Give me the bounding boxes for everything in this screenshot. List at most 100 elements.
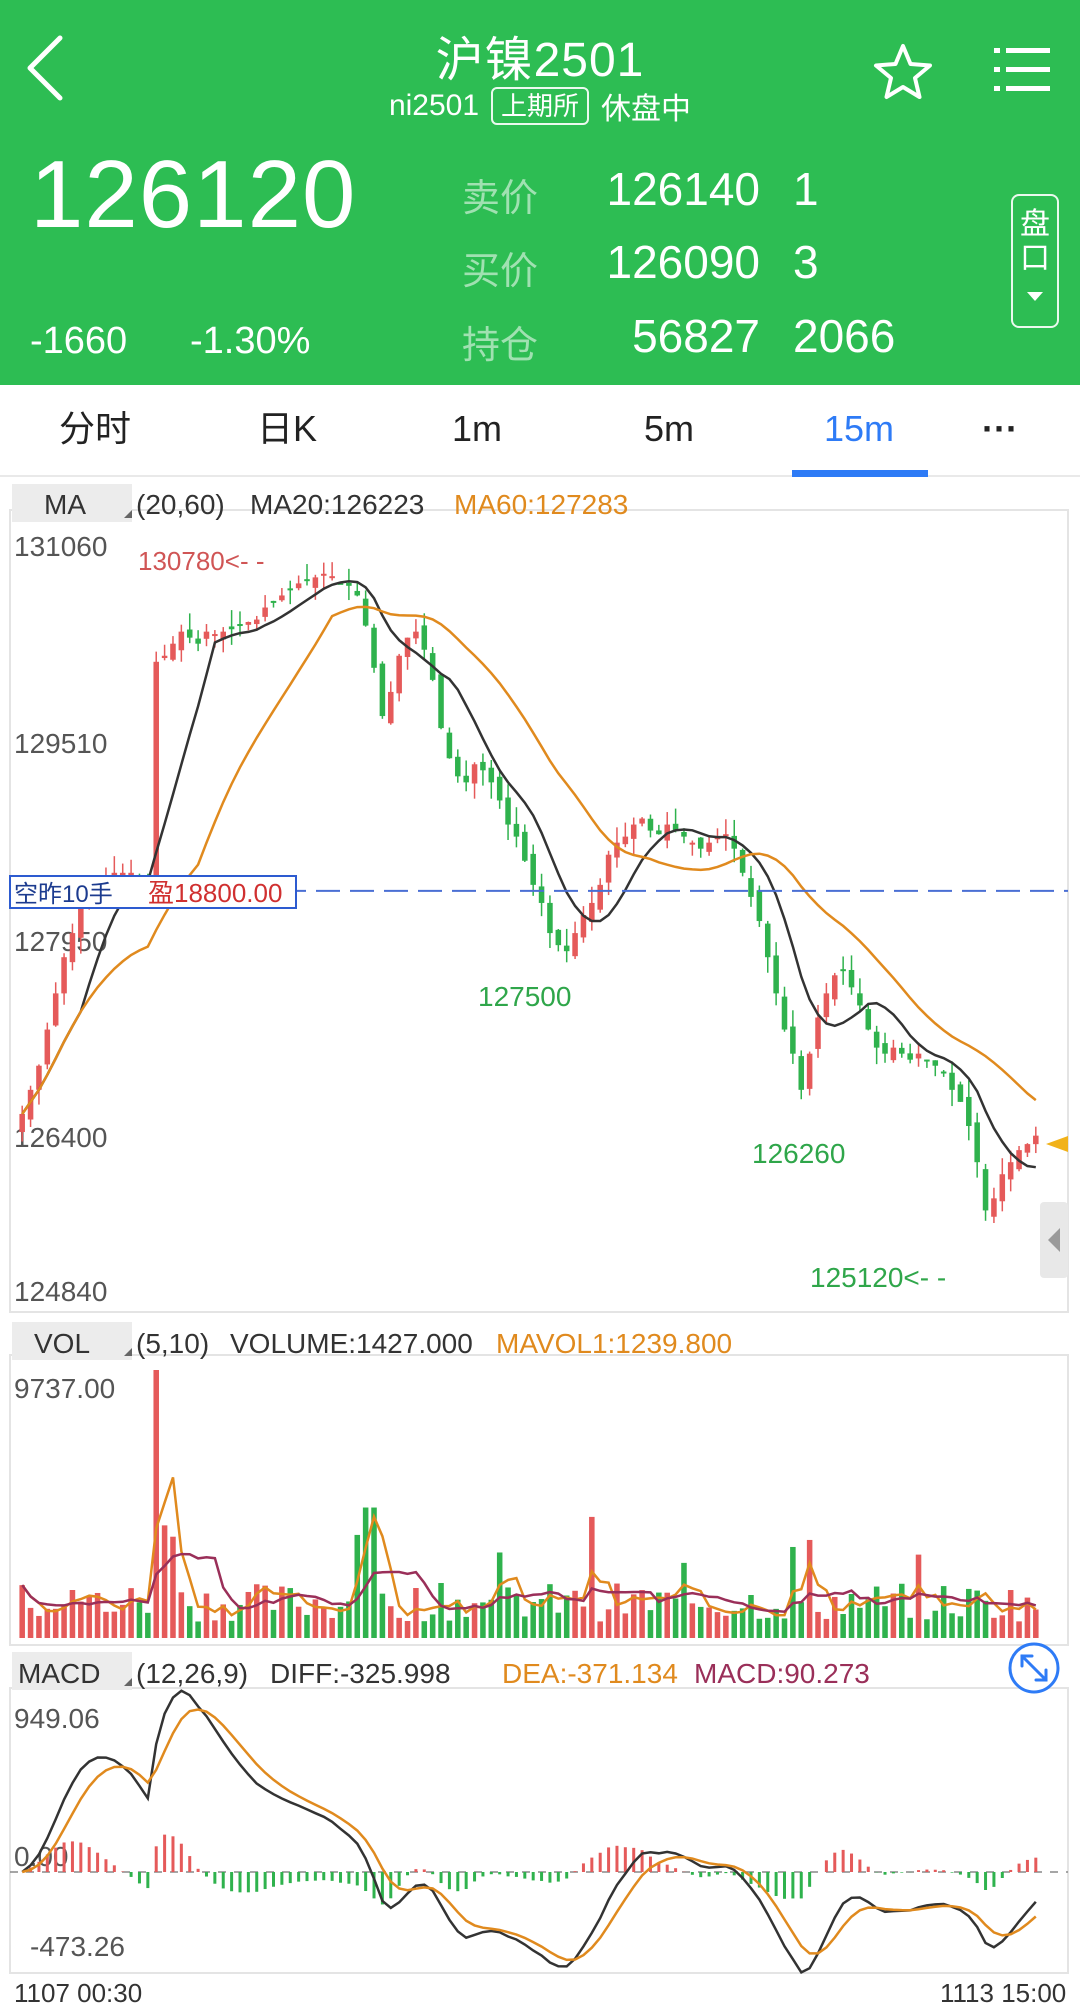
volume-bar — [522, 1616, 528, 1638]
volume-bar — [94, 1592, 101, 1638]
volume-bar — [1007, 1590, 1014, 1638]
price-axis-label-3: 127950 — [14, 926, 107, 957]
candle-body — [463, 775, 469, 783]
candle-body — [932, 1060, 939, 1066]
volume-bar — [480, 1602, 486, 1638]
expand-icon — [1020, 1654, 1048, 1682]
candle-body — [212, 634, 218, 637]
candle-body — [304, 579, 310, 582]
volume-bar — [773, 1608, 779, 1638]
volume-bar — [279, 1586, 285, 1638]
price-axis-label-top: 131060 — [14, 531, 107, 562]
ma-indicator-button[interactable] — [12, 484, 132, 522]
ma20-readout: MA20:126223 — [250, 489, 424, 520]
volume-bar — [899, 1583, 905, 1638]
ma20-line — [21, 580, 1036, 1169]
tab-1m[interactable]: 1m — [451, 408, 502, 449]
candle-body — [19, 1113, 25, 1133]
candle-body — [873, 1031, 880, 1048]
tab-5m[interactable]: 5m — [643, 408, 694, 449]
candle-body — [320, 573, 327, 576]
vol-params: (5,10) — [136, 1328, 209, 1359]
macd-axis-zero: 0.00 — [14, 1841, 69, 1872]
candle-body — [915, 1053, 922, 1059]
candle-body — [697, 837, 704, 849]
volume-bar — [170, 1536, 176, 1638]
candle-body — [413, 631, 419, 639]
volume-bar — [622, 1613, 629, 1638]
macd-params: (12,26,9) — [136, 1658, 248, 1689]
volume-bar — [1033, 1609, 1039, 1638]
buy-price-label: 买价 — [462, 251, 539, 293]
candle-body — [195, 638, 201, 644]
candle-body — [689, 842, 696, 845]
contract-code: ni2501 — [388, 89, 480, 122]
candle-body — [597, 884, 603, 910]
volume-bar — [991, 1617, 997, 1638]
candle-body — [396, 655, 402, 694]
candle-body — [295, 583, 302, 589]
candle-body — [647, 818, 654, 831]
sell-price-label: 卖价 — [462, 178, 539, 220]
time-axis-end: 1113 15:00 — [940, 1978, 1066, 2008]
candle-body — [78, 908, 84, 938]
volume-bar — [203, 1593, 210, 1638]
current-price-marker — [1046, 1136, 1068, 1152]
volume-bar — [413, 1588, 419, 1638]
volume-bar — [513, 1594, 520, 1638]
volume-bar — [848, 1594, 855, 1638]
volume-bar — [354, 1534, 361, 1638]
quote-header: 沪镍2501 ni2501 上期所 休盘中 126120 -1660 -1.30… — [0, 0, 1080, 385]
volume-readout: VOLUME:1427.000 — [230, 1328, 473, 1359]
volume-bar — [78, 1601, 84, 1638]
favorite-button[interactable] — [870, 40, 936, 106]
menu-icon — [994, 48, 1050, 91]
candle-body — [999, 1174, 1006, 1202]
vol-indicator-button[interactable] — [12, 1322, 132, 1360]
last-price: 126120 — [30, 141, 357, 248]
volume-bar — [19, 1585, 25, 1638]
tab-intraday[interactable]: 分时 — [58, 408, 131, 449]
price-axis-label-bottom: 124840 — [14, 1276, 107, 1307]
macd-layer — [21, 1689, 1038, 1975]
candle-body — [882, 1043, 888, 1054]
candle-body — [505, 797, 511, 825]
caret-left-icon — [1048, 1228, 1060, 1252]
volume-axis-max: 9737.00 — [14, 1373, 115, 1404]
candle-body — [890, 1047, 897, 1061]
position-info-box[interactable] — [9, 875, 297, 909]
period-tabs: 分时 日K 1m 5m 15m ··· — [0, 385, 1080, 477]
volume-bar — [563, 1595, 570, 1638]
volume-bar — [974, 1590, 980, 1638]
candle-body — [831, 975, 838, 1000]
vol-indicator-label: VOL — [34, 1328, 90, 1359]
candle-body — [1033, 1135, 1039, 1145]
order-book-toggle[interactable]: 盘口 — [1011, 194, 1059, 328]
chart-area[interactable]: MA (20,60) MA20:126223 MA60:127283 13106… — [0, 477, 1080, 2016]
dea-readout: DEA:-371.134 — [502, 1658, 678, 1689]
volume-bar — [153, 1370, 159, 1638]
volume-bar — [672, 1598, 679, 1638]
volume-bar — [388, 1606, 394, 1638]
candle-body — [161, 655, 168, 659]
tab-daily-k[interactable]: 日K — [256, 408, 317, 449]
macd-axis-min: -473.26 — [30, 1931, 125, 1962]
candle-body — [279, 595, 285, 601]
fullscreen-button[interactable] — [1008, 1642, 1060, 1694]
candle-body — [237, 624, 243, 627]
volume-bar — [463, 1616, 469, 1638]
volume-bar — [396, 1617, 402, 1638]
volume-bar — [538, 1599, 545, 1638]
macd-indicator-button[interactable] — [12, 1652, 132, 1690]
candle-body — [513, 823, 520, 837]
candle-body — [36, 1065, 42, 1090]
menu-button[interactable] — [990, 40, 1054, 100]
tab-more[interactable]: ··· — [982, 408, 1018, 449]
candle-body — [220, 631, 227, 640]
back-button[interactable] — [18, 28, 88, 108]
tab-15m[interactable]: 15m — [823, 408, 895, 449]
ma60-line — [21, 605, 1037, 1115]
volume-bar — [823, 1618, 830, 1638]
candle-body — [27, 1089, 34, 1120]
volume-bars-layer — [19, 1370, 1039, 1638]
